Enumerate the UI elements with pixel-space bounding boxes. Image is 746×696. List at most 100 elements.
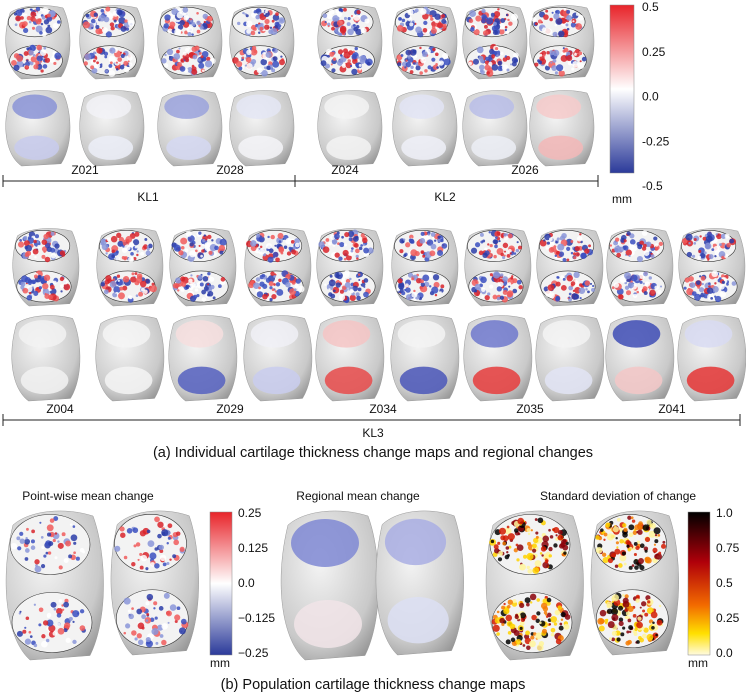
speckle — [37, 14, 42, 19]
speckle — [688, 241, 691, 245]
knee-rendering — [463, 315, 533, 402]
speckle — [715, 233, 718, 236]
speckle — [324, 283, 327, 286]
speckle — [535, 618, 540, 624]
speckle — [344, 282, 351, 288]
speckle — [469, 10, 477, 18]
speckle — [327, 54, 330, 58]
speckle — [412, 62, 416, 65]
region — [12, 94, 58, 119]
speckle — [182, 51, 187, 56]
region — [236, 94, 282, 119]
speckle — [618, 294, 624, 300]
speckle — [704, 242, 712, 250]
speckle — [277, 232, 284, 239]
speckle — [613, 240, 619, 246]
speckle — [575, 12, 580, 16]
speckle — [571, 67, 575, 71]
speckle — [582, 282, 585, 286]
speckle — [548, 546, 553, 552]
speckle — [176, 62, 182, 67]
speckle — [178, 250, 184, 256]
speckle — [111, 254, 115, 259]
speckle — [611, 286, 615, 290]
speckle — [633, 559, 639, 565]
speckle — [351, 68, 358, 75]
group-label: KL3 — [362, 426, 384, 440]
speckle — [187, 47, 191, 50]
region — [469, 94, 515, 119]
speckle — [542, 606, 549, 612]
speckle — [556, 620, 560, 623]
speckle — [350, 249, 354, 253]
speckle — [50, 253, 57, 259]
speckle — [149, 285, 157, 293]
speckle — [45, 551, 49, 555]
speckle — [105, 69, 109, 73]
region — [536, 94, 582, 119]
speckle — [508, 21, 513, 26]
speckle — [23, 51, 29, 56]
speckle — [574, 53, 577, 56]
speckle — [554, 71, 558, 75]
speckle — [618, 563, 623, 568]
speckle — [498, 281, 504, 288]
speckle — [273, 283, 276, 286]
speckle — [509, 252, 512, 255]
speckle — [259, 245, 263, 249]
speckle — [166, 48, 174, 56]
speckle — [119, 243, 123, 247]
speckle — [259, 26, 264, 31]
speckle — [123, 597, 131, 605]
speckle — [657, 534, 661, 537]
speckle — [40, 536, 44, 539]
speckle — [422, 254, 426, 258]
speckle — [294, 238, 300, 244]
speckle — [275, 257, 280, 263]
speckle — [507, 599, 513, 605]
speckle — [405, 283, 409, 288]
speckle — [201, 50, 209, 58]
speckle — [429, 250, 436, 257]
speckle — [329, 274, 333, 278]
speckle — [502, 242, 509, 249]
speckle — [476, 46, 484, 54]
speckle — [332, 289, 336, 293]
speckle — [482, 252, 488, 259]
speckle — [36, 240, 40, 244]
speckle — [203, 234, 206, 237]
speckle — [13, 64, 20, 71]
speckle — [606, 608, 613, 615]
speckle — [507, 233, 513, 239]
speckle — [550, 61, 553, 64]
speckle — [515, 248, 520, 253]
speckle — [506, 68, 510, 72]
speckle — [642, 282, 645, 285]
speckle — [611, 552, 616, 558]
speckle — [210, 284, 215, 290]
speckle — [94, 62, 101, 69]
speckle — [52, 538, 56, 543]
speckle — [636, 530, 639, 534]
speckle — [122, 276, 130, 283]
speckle — [636, 255, 644, 263]
speckle — [186, 26, 194, 34]
speckle — [402, 238, 406, 241]
speckle — [347, 17, 351, 21]
speckle — [189, 242, 194, 247]
speckle — [133, 544, 137, 548]
region — [326, 135, 372, 160]
speckle — [529, 593, 537, 601]
speckle — [154, 547, 159, 551]
region — [14, 135, 60, 160]
speckle — [438, 60, 444, 66]
speckle — [43, 554, 47, 558]
speckle — [618, 621, 624, 627]
speckle — [117, 57, 123, 62]
speckle — [44, 57, 51, 63]
speckle — [94, 51, 97, 55]
speckle — [491, 54, 496, 59]
speckle — [263, 12, 266, 15]
speckle — [14, 23, 18, 27]
speckle — [526, 527, 531, 533]
